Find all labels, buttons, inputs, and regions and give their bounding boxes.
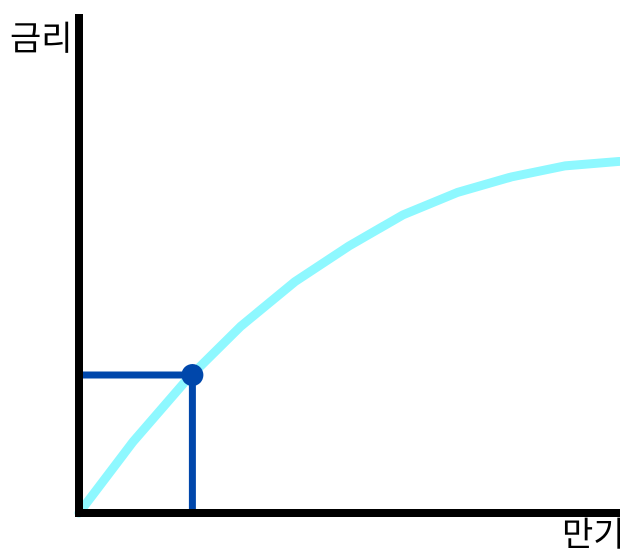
x-axis-label: 만기 bbox=[562, 515, 620, 555]
yield-curve-line bbox=[74, 156, 620, 518]
highlight-point bbox=[181, 364, 204, 387]
y-axis-label: 금리 bbox=[10, 19, 73, 59]
